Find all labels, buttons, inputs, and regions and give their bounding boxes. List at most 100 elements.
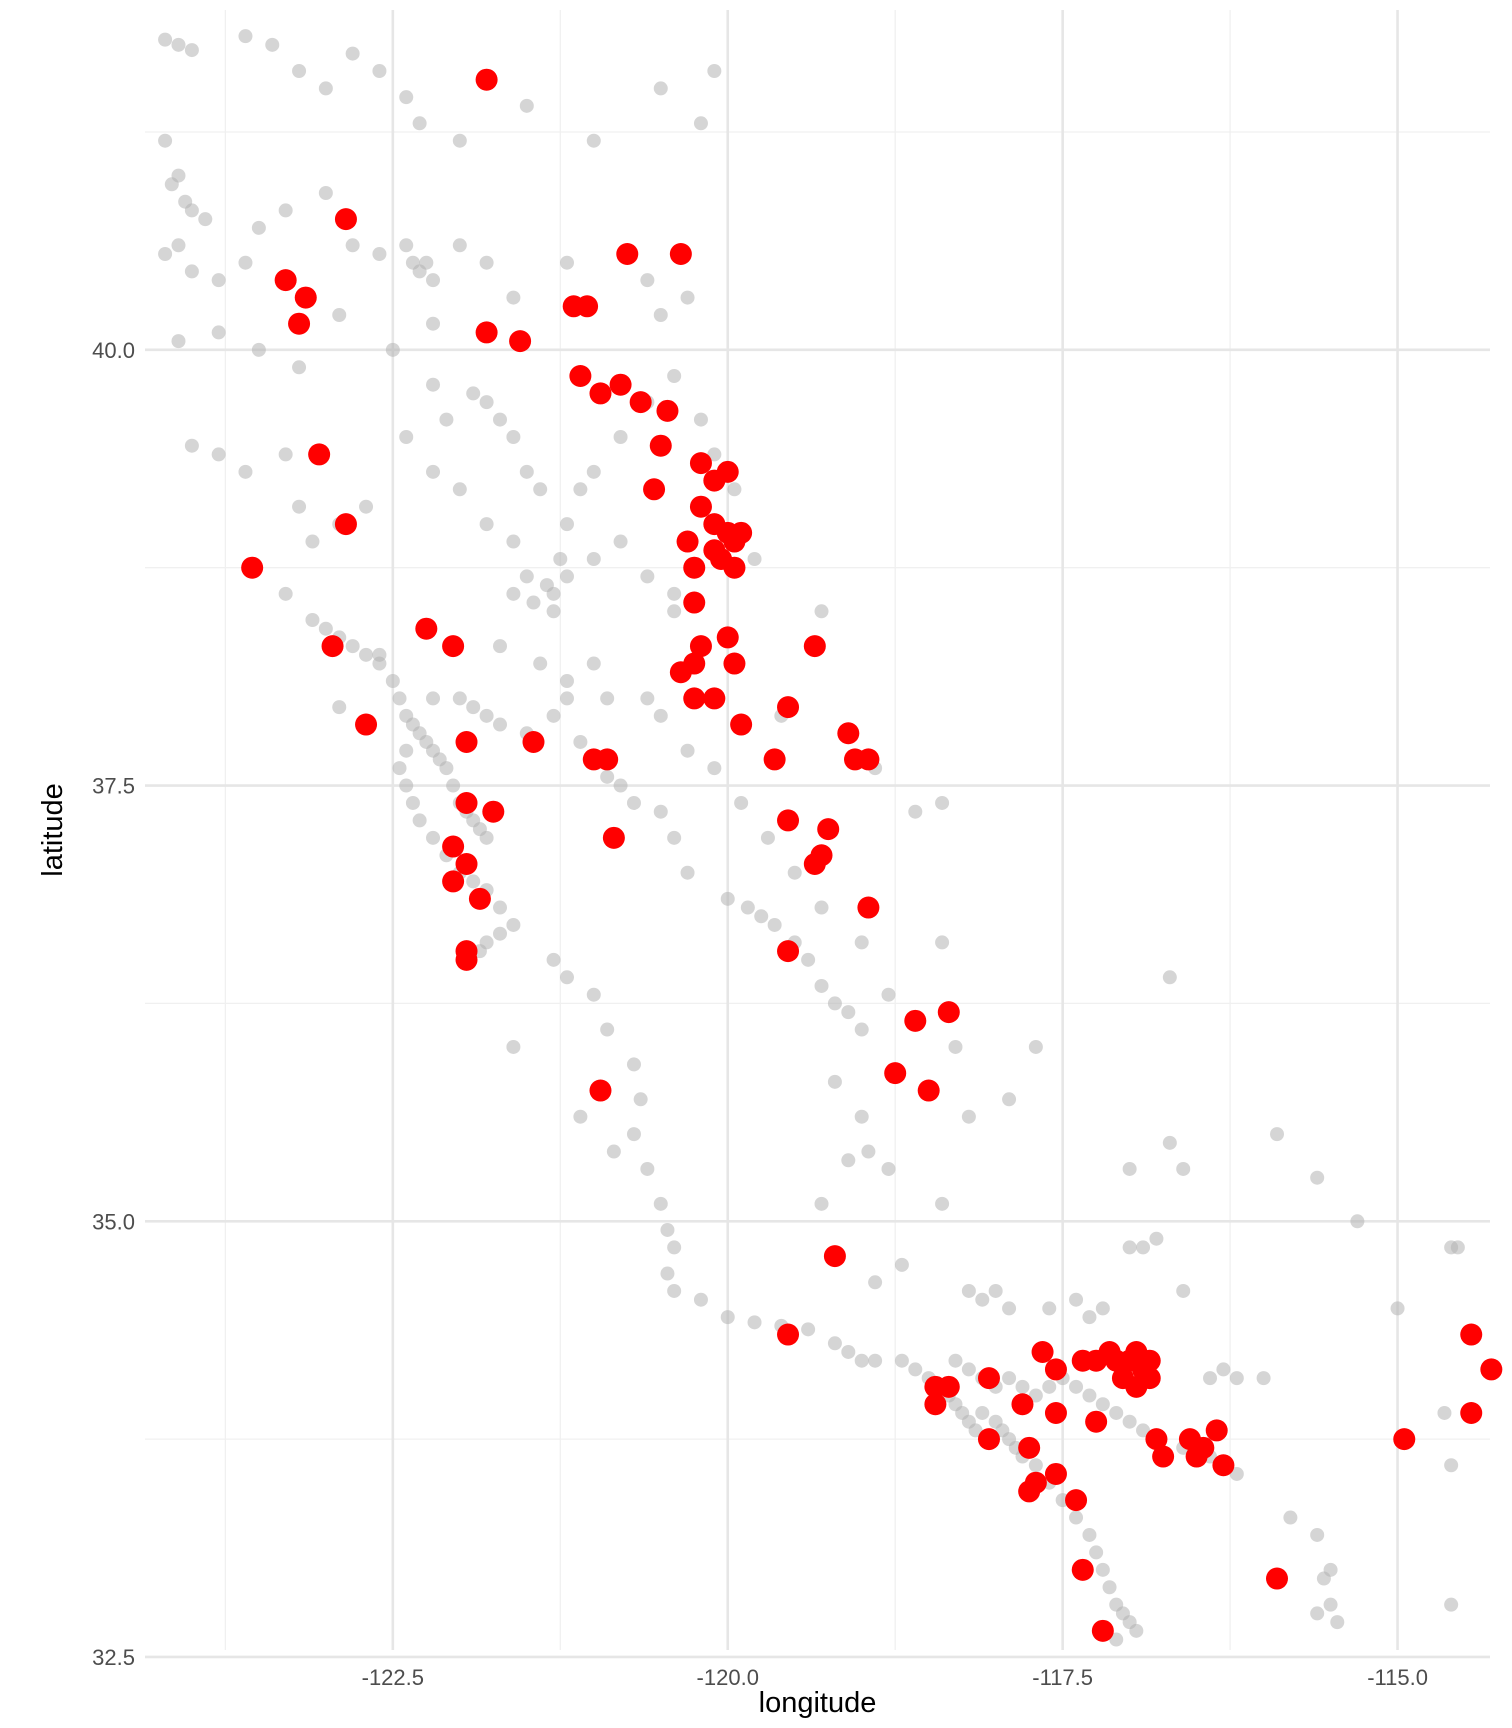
- gray-point: [667, 830, 682, 845]
- gray-point: [519, 464, 534, 479]
- red-point: [837, 722, 860, 745]
- red-point: [1480, 1358, 1503, 1381]
- red-point: [288, 312, 311, 335]
- red-point: [616, 242, 639, 265]
- gray-point: [613, 429, 628, 444]
- red-point: [334, 208, 357, 231]
- red-point: [924, 1393, 947, 1416]
- gray-point: [1069, 1292, 1084, 1307]
- gray-point: [767, 917, 782, 932]
- gray-point: [908, 1362, 923, 1377]
- gray-point: [680, 290, 695, 305]
- red-point: [649, 434, 672, 457]
- red-point: [884, 1062, 907, 1085]
- red-point: [917, 1079, 940, 1102]
- gray-point: [559, 569, 574, 584]
- gray-point: [854, 1022, 869, 1037]
- red-point: [689, 452, 712, 475]
- red-point: [629, 391, 652, 414]
- gray-point: [1028, 1039, 1043, 1054]
- gray-point: [533, 656, 548, 671]
- gray-point: [908, 804, 923, 819]
- gray-point: [854, 1353, 869, 1368]
- gray-point: [385, 342, 400, 357]
- gray-point: [801, 952, 816, 967]
- x-axis-tick-labels: -122.5 -120.0 -117.5 -115.0: [362, 1665, 1428, 1690]
- gray-point: [372, 647, 387, 662]
- gray-point: [693, 116, 708, 131]
- x-tick-label: -122.5: [362, 1665, 424, 1690]
- gray-point: [493, 639, 508, 654]
- gray-point: [1310, 1527, 1325, 1542]
- red-point: [509, 330, 532, 353]
- gray-point: [238, 29, 253, 44]
- gray-point: [667, 1283, 682, 1298]
- gray-point: [667, 604, 682, 619]
- gray-point: [392, 691, 407, 706]
- gray-point: [1109, 1405, 1124, 1420]
- gray-point: [278, 203, 293, 218]
- gray-point: [854, 1109, 869, 1124]
- gray-point: [519, 569, 534, 584]
- red-point: [656, 399, 679, 422]
- gray-point: [359, 647, 374, 662]
- gray-point: [452, 482, 467, 497]
- gray-point: [1028, 1458, 1043, 1473]
- gray-point: [1176, 1283, 1191, 1298]
- gray-point: [452, 691, 467, 706]
- gray-point: [1444, 1458, 1459, 1473]
- red-point: [817, 818, 840, 841]
- red-point: [689, 635, 712, 658]
- gray-point: [559, 970, 574, 985]
- gray-point: [546, 708, 561, 723]
- red-point: [730, 713, 753, 736]
- gray-point: [720, 891, 735, 906]
- gray-point: [546, 604, 561, 619]
- gray-point: [626, 1057, 641, 1072]
- red-point: [455, 948, 478, 971]
- gray-point: [278, 586, 293, 601]
- gray-point: [660, 1266, 675, 1281]
- red-point: [1065, 1489, 1088, 1512]
- gray-point: [392, 761, 407, 776]
- gray-point: [211, 447, 226, 462]
- gray-point: [680, 865, 695, 880]
- gray-point: [760, 830, 775, 845]
- gray-point: [506, 429, 521, 444]
- gray-point: [1109, 1632, 1124, 1647]
- red-point: [777, 940, 800, 963]
- gray-point: [171, 334, 186, 349]
- gray-point: [426, 691, 441, 706]
- red-point: [442, 870, 465, 893]
- red-point: [683, 556, 706, 579]
- gray-point: [332, 307, 347, 322]
- red-point: [1024, 1471, 1047, 1494]
- gray-point: [640, 691, 655, 706]
- gray-point: [198, 212, 213, 227]
- red-point: [977, 1428, 1000, 1451]
- gray-point: [479, 255, 494, 270]
- red-point: [609, 373, 632, 396]
- gray-point: [975, 1292, 990, 1307]
- gray-point: [606, 1144, 621, 1159]
- gray-point: [640, 1161, 655, 1176]
- gray-point: [988, 1283, 1003, 1298]
- gray-point: [1002, 1092, 1017, 1107]
- gray-point: [961, 1362, 976, 1377]
- gray-point: [948, 1039, 963, 1054]
- gray-point: [868, 1353, 883, 1368]
- gray-point: [680, 743, 695, 758]
- gray-point: [1082, 1388, 1097, 1403]
- gray-point: [164, 177, 179, 192]
- red-point: [777, 1323, 800, 1346]
- red-point: [763, 748, 786, 771]
- gray-point: [493, 412, 508, 427]
- gray-point: [399, 743, 414, 758]
- gray-point: [1283, 1510, 1298, 1525]
- gray-point: [660, 1222, 675, 1237]
- gray-point: [399, 238, 414, 253]
- gray-point: [633, 1092, 648, 1107]
- gray-point: [573, 734, 588, 749]
- gray-point: [626, 795, 641, 810]
